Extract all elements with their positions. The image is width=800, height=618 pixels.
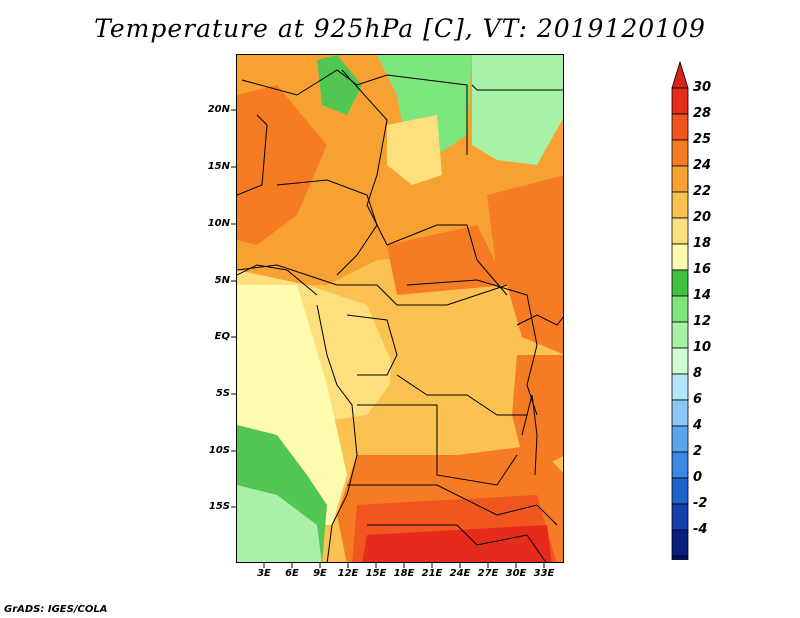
field-green-sudan — [472, 55, 563, 165]
y-tick-label: 5S — [215, 388, 230, 399]
colorbar-label: -4 — [693, 522, 708, 537]
colorbar-label: 2 — [693, 444, 703, 459]
x-tick-label: 33E — [533, 568, 555, 579]
colorbar-segment — [671, 269, 689, 297]
x-tick-label: 30E — [505, 568, 527, 579]
colorbar — [671, 60, 689, 560]
colorbar-label: 14 — [693, 288, 712, 303]
boundaries — [237, 69, 563, 562]
field-green-libya — [317, 55, 362, 115]
temperature-field — [237, 55, 563, 562]
y-tick-label: 10N — [207, 218, 230, 229]
colorbar-label: 24 — [693, 158, 712, 173]
colorbar-label: 16 — [693, 262, 712, 277]
x-tick-label: 12E — [337, 568, 359, 579]
colorbar-segment — [671, 425, 689, 453]
colorbar-label: 28 — [693, 106, 712, 121]
y-tick-label: 15S — [208, 501, 230, 512]
field-atlantic-light — [237, 485, 322, 562]
boundary-east — [516, 314, 563, 326]
boundary-angola — [357, 404, 518, 486]
colorbar-label: 25 — [693, 132, 712, 147]
colorbar-label: 4 — [693, 418, 703, 433]
field-south-hottest — [362, 525, 552, 562]
colorbar-segment — [671, 529, 689, 557]
colorbar-label: -2 — [693, 496, 708, 511]
colorbar-segment — [671, 477, 689, 505]
colorbar-segment — [671, 503, 689, 531]
boundary-niger — [276, 179, 378, 276]
x-tick-label: 15E — [365, 568, 387, 579]
field-east-africa — [512, 355, 563, 475]
lake-tanganyika — [521, 394, 538, 476]
x-tick-label: 18E — [393, 568, 415, 579]
field-west-hot — [237, 85, 327, 245]
colorbar-label: 0 — [693, 470, 703, 485]
x-tick-label: 24E — [449, 568, 471, 579]
colorbar-segment — [671, 451, 689, 479]
colorbar-label: 12 — [693, 314, 712, 329]
colorbar-segment — [671, 87, 689, 115]
x-tick-label: 6E — [285, 568, 299, 579]
colorbar-segment — [671, 217, 689, 245]
colorbar-label: 20 — [693, 210, 712, 225]
coast-west-central — [316, 304, 358, 562]
colorbar-segment — [671, 555, 689, 560]
y-tick-label: 20N — [207, 104, 230, 115]
coast-guinea — [237, 264, 318, 296]
colorbar-over-arrow — [671, 60, 689, 89]
map-title: Temperature at 925hPa [C], VT: 201912010… — [94, 14, 706, 43]
boundary-south — [367, 524, 547, 562]
x-tick-label: 9E — [313, 568, 327, 579]
colorbar-segment — [671, 165, 689, 193]
field-congo-basin — [387, 285, 527, 455]
colorbar-label: 22 — [693, 184, 712, 199]
colorbar-label: 8 — [693, 366, 703, 381]
boundary-sahara — [241, 69, 468, 155]
boundary-sahel — [237, 264, 508, 306]
colorbar-segment — [671, 113, 689, 141]
boundary-car — [406, 279, 538, 416]
boundary-libya-chad — [341, 69, 388, 246]
boundary-west — [237, 114, 268, 196]
boundary-drc — [396, 374, 527, 416]
colorbar-segment — [671, 139, 689, 167]
x-tick-label: 3E — [257, 568, 271, 579]
x-tick-label: 21E — [421, 568, 443, 579]
colorbar-label: 30 — [693, 80, 712, 95]
colorbar-label: 10 — [693, 340, 712, 355]
map-panel — [236, 54, 564, 563]
y-tick-label: 5N — [214, 275, 230, 286]
colorbar-label: 18 — [693, 236, 712, 251]
colorbar-segment — [671, 373, 689, 401]
boundary-cameroon — [346, 314, 398, 376]
boundary-egypt-sudan — [471, 84, 563, 91]
boundary-zambia — [347, 484, 558, 526]
colorbar-segment — [671, 243, 689, 271]
field-green-egypt — [377, 55, 472, 155]
footer-credit: GrADS: IGES/COLA — [4, 604, 108, 615]
colorbar-segment — [671, 347, 689, 375]
colorbar-segment — [671, 399, 689, 427]
x-tick-label: 27E — [477, 568, 499, 579]
field-yellow-chad — [387, 115, 442, 185]
boundary-sudan — [386, 224, 508, 296]
colorbar-segment — [671, 321, 689, 349]
y-tick-label: 15N — [207, 161, 230, 172]
colorbar-label: 6 — [693, 392, 703, 407]
y-tick-label: EQ — [214, 331, 230, 342]
y-tick-label: 10S — [208, 445, 230, 456]
field-east-hot — [487, 175, 563, 355]
colorbar-segment — [671, 191, 689, 219]
colorbar-segment — [671, 295, 689, 323]
